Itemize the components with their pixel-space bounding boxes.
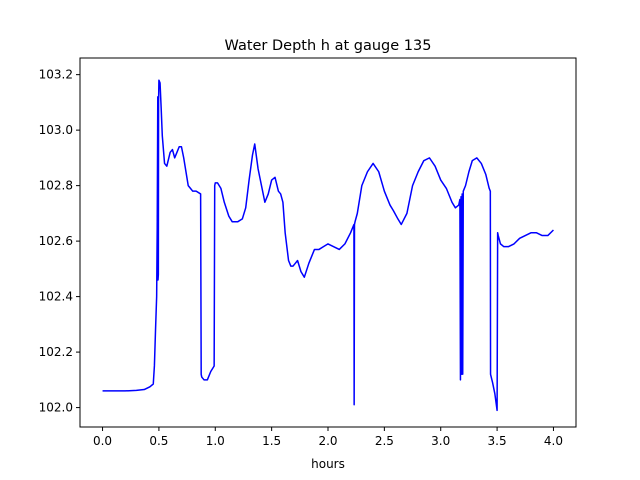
plot-area bbox=[102, 79, 554, 412]
x-axis: 0.0 0.5 1.0 1.5 2.0 2.5 3.0 3.5 4.0 bbox=[93, 427, 563, 448]
series-line-0 bbox=[102, 79, 554, 412]
plot-frame bbox=[79, 57, 577, 428]
x-axis-label: hours bbox=[311, 457, 345, 471]
x-tick-label: 0.5 bbox=[149, 434, 168, 448]
y-axis: 102.0 102.2 102.4 102.6 102.8 103.0 103.2 bbox=[39, 68, 80, 415]
x-tick-label: 4.0 bbox=[544, 434, 563, 448]
y-tick-label: 102.2 bbox=[39, 345, 73, 359]
y-tick-label: 103.2 bbox=[39, 68, 73, 82]
y-tick-label: 102.6 bbox=[39, 234, 73, 248]
x-tick-label: 2.0 bbox=[318, 434, 337, 448]
y-tick-label: 102.0 bbox=[39, 401, 73, 415]
x-tick-label: 2.5 bbox=[375, 434, 394, 448]
x-tick-label: 0.0 bbox=[93, 434, 112, 448]
x-tick-label: 1.5 bbox=[262, 434, 281, 448]
y-tick-label: 103.0 bbox=[39, 123, 73, 137]
chart-title: Water Depth h at gauge 135 bbox=[225, 38, 432, 54]
x-tick-label: 3.0 bbox=[431, 434, 450, 448]
y-tick-label: 102.4 bbox=[39, 290, 73, 304]
x-tick-label: 1.0 bbox=[206, 434, 225, 448]
x-tick-label: 3.5 bbox=[488, 434, 507, 448]
y-tick-label: 102.8 bbox=[39, 179, 73, 193]
